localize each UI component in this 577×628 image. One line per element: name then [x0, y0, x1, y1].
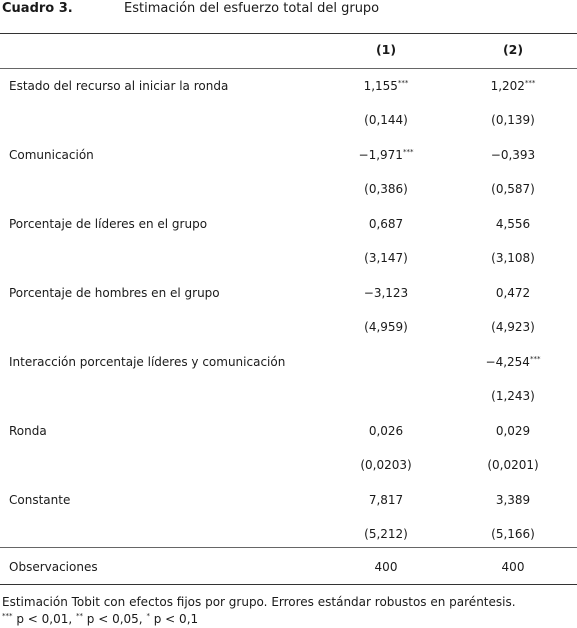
- coef-col1-significance: ***: [397, 79, 409, 87]
- se-col2-value: (0,0201): [487, 458, 539, 472]
- se-col1-value: (0,386): [364, 182, 408, 196]
- coef-col1: 7,817: [336, 492, 436, 508]
- table-caption: Cuadro 3. Estimación del esfuerzo total d…: [2, 0, 379, 20]
- coef-col2: 4,556: [463, 216, 563, 232]
- se-col2: (0,587): [463, 181, 563, 197]
- coef-col2-value: 4,556: [495, 217, 531, 231]
- coef-col2-value: 0,029: [495, 424, 531, 438]
- se-col2-value: (1,243): [491, 389, 535, 403]
- se-col2-value: (0,139): [491, 113, 535, 127]
- column-header-1: (1): [375, 42, 397, 57]
- sig-text-3: p < 0,1: [149, 612, 199, 626]
- coef-col2: 0,029: [463, 423, 563, 439]
- se-col2: (0,139): [463, 112, 563, 128]
- coef-col1-value: 7,817: [368, 493, 404, 507]
- row-label-value: Ronda: [9, 424, 47, 438]
- row-label: Constante: [9, 492, 70, 508]
- coef-col2: −0,393: [463, 147, 563, 163]
- se-col1-value: (5,212): [364, 527, 408, 541]
- sig-text-2: p < 0,05,: [82, 612, 147, 626]
- row-label-value: Porcentaje de líderes en el grupo: [9, 217, 208, 231]
- row-label-value: Comunicación: [9, 148, 94, 162]
- row-label: Ronda: [9, 423, 47, 439]
- se-col2: (0,0201): [463, 457, 563, 473]
- coef-col1: −1,971***: [336, 147, 436, 163]
- sig-mark-3: *: [146, 612, 150, 620]
- row-label-value: Porcentaje de hombres en el grupo: [9, 286, 220, 300]
- coef-col1-value: −1,971: [358, 148, 403, 162]
- row-label-value: Estado del recurso al iniciar la ronda: [9, 79, 229, 93]
- sig-mark-1: ***: [2, 612, 13, 620]
- se-col2-value: (5,166): [491, 527, 535, 541]
- coef-col1-value: 0,687: [368, 217, 404, 231]
- coef-col1: −3,123: [336, 285, 436, 301]
- row-label-value: Interacción porcentaje líderes y comunic…: [9, 355, 286, 369]
- row-label: Estado del recurso al iniciar la ronda: [9, 78, 228, 94]
- sig-text-1: p < 0,01,: [12, 612, 76, 626]
- se-col2-value: (4,923): [491, 320, 535, 334]
- se-col1-value: (3,147): [364, 251, 408, 265]
- se-col2-value: (0,587): [491, 182, 535, 196]
- observations-col2: 400: [501, 560, 525, 574]
- coef-col2: 3,389: [463, 492, 563, 508]
- se-col1-value: (0,144): [364, 113, 408, 127]
- se-col2: (1,243): [463, 388, 563, 404]
- sig-mark-2: **: [75, 612, 83, 620]
- coef-col2-value: 1,202: [490, 79, 525, 93]
- se-col1: (0,0203): [336, 457, 436, 473]
- observations-rule: [0, 547, 577, 548]
- se-col1: (3,147): [336, 250, 436, 266]
- se-col1-value: (0,0203): [360, 458, 412, 472]
- coef-col2-value: −4,254: [485, 355, 530, 369]
- table-title: Estimación del esfuerzo total del grupo: [124, 1, 380, 16]
- table-note: Estimación Tobit con efectos fijos por g…: [2, 595, 516, 609]
- coef-col1-value: −3,123: [363, 286, 409, 300]
- coef-col1-value: 0,026: [368, 424, 404, 438]
- coef-col2: 0,472: [463, 285, 563, 301]
- se-col1: (4,959): [336, 319, 436, 335]
- row-label: Porcentaje de líderes en el grupo: [9, 216, 207, 232]
- se-col2-value: (3,108): [491, 251, 535, 265]
- header-rule: [0, 68, 577, 69]
- row-label: Porcentaje de hombres en el grupo: [9, 285, 220, 301]
- bottom-rule: [0, 584, 577, 585]
- se-col1: (0,144): [336, 112, 436, 128]
- se-col2: (5,166): [463, 526, 563, 542]
- column-header-2: (2): [502, 42, 524, 57]
- se-col2: (4,923): [463, 319, 563, 335]
- significance-note: *** p < 0,01, ** p < 0,05, * p < 0,1: [2, 611, 198, 627]
- coef-col2-significance: ***: [524, 79, 536, 87]
- coef-col2: −4,254***: [463, 354, 563, 370]
- coef-col1-value: 1,155: [363, 79, 398, 93]
- observations-col1: 400: [374, 560, 398, 574]
- coef-col2-value: 3,389: [495, 493, 531, 507]
- se-col1: (0,386): [336, 181, 436, 197]
- observations-label: Observaciones: [9, 560, 98, 574]
- coef-col2-value: −0,393: [490, 148, 536, 162]
- se-col1: (5,212): [336, 526, 436, 542]
- coef-col2-significance: ***: [529, 355, 541, 363]
- coef-col2: 1,202***: [463, 78, 563, 94]
- table-number: Cuadro 3.: [2, 1, 73, 16]
- coef-col1-significance: ***: [402, 148, 414, 156]
- coef-col1: 1,155***: [336, 78, 436, 94]
- top-rule: [0, 33, 577, 34]
- coef-col1: 0,687: [336, 216, 436, 232]
- row-label: Interacción porcentaje líderes y comunic…: [9, 354, 285, 370]
- se-col2: (3,108): [463, 250, 563, 266]
- coef-col2-value: 0,472: [495, 286, 531, 300]
- se-col1-value: (4,959): [364, 320, 408, 334]
- row-label: Comunicación: [9, 147, 94, 163]
- row-label-value: Constante: [9, 493, 71, 507]
- coef-col1: 0,026: [336, 423, 436, 439]
